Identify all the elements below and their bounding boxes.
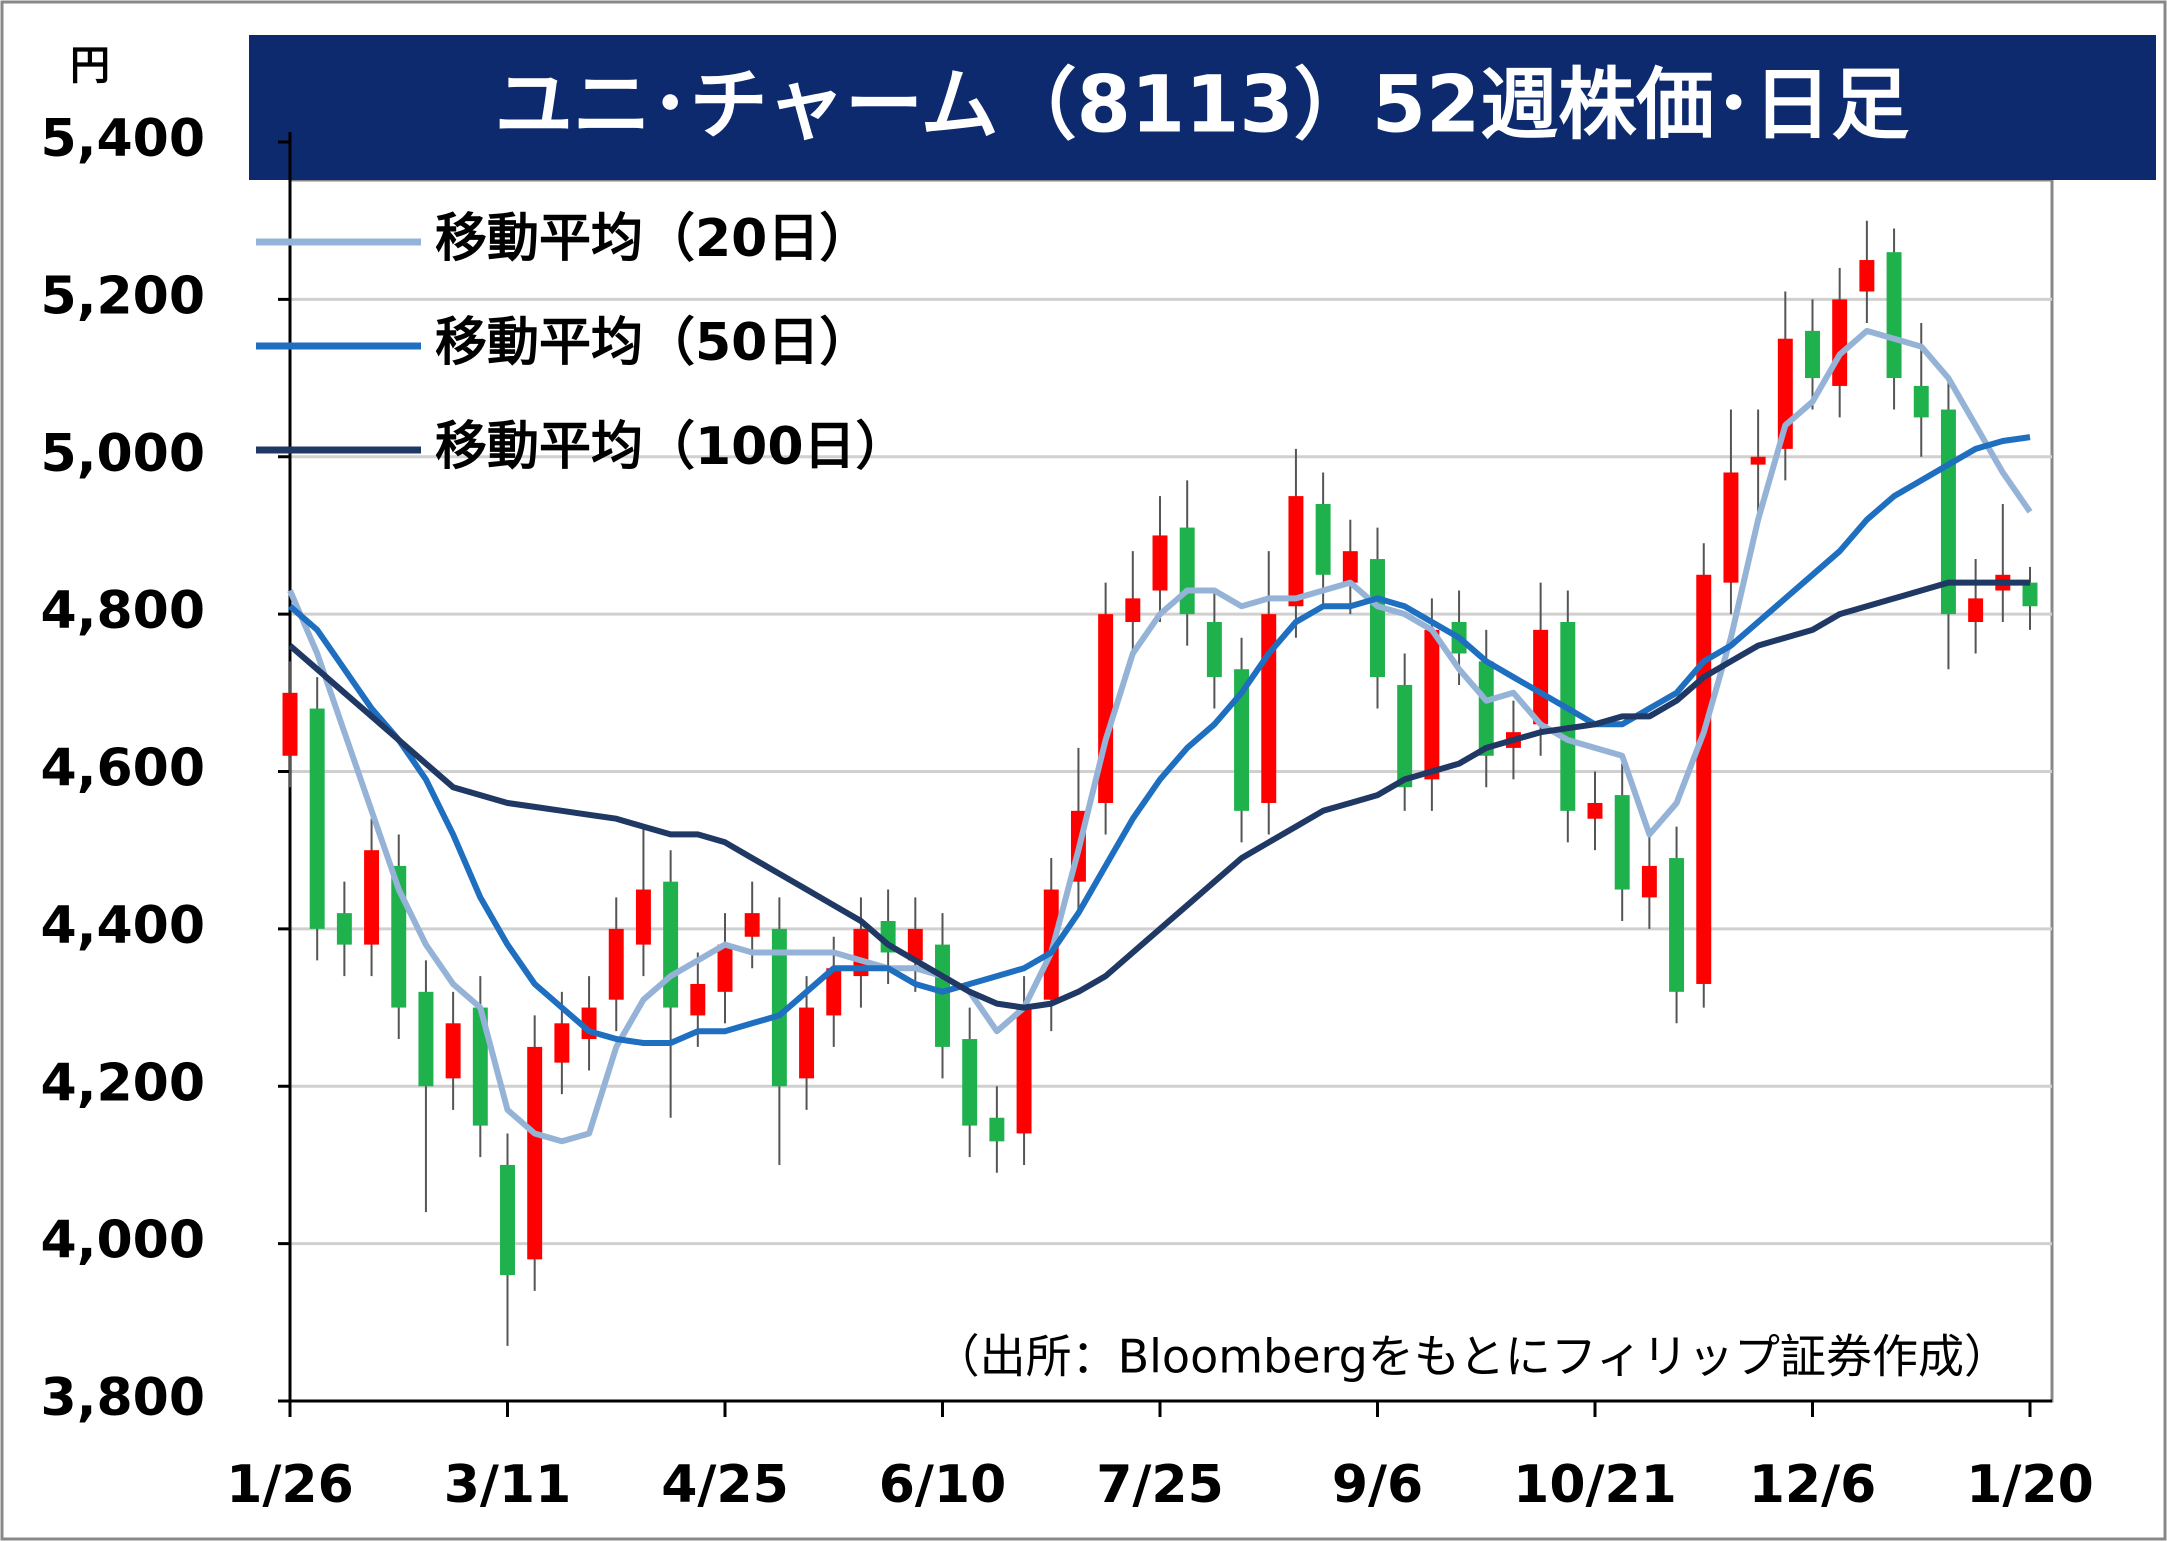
candle-body [364, 850, 380, 945]
candle-body [309, 708, 325, 929]
candle-body [608, 928, 624, 1000]
candle-body [907, 928, 923, 961]
y-tick-label: 5,400 [41, 109, 205, 169]
candle-body [1288, 496, 1304, 607]
candle-body [1750, 456, 1766, 465]
candle-body [472, 1007, 488, 1126]
candle-body [1342, 551, 1358, 583]
x-tick-label: 12/6 [1749, 1455, 1877, 1515]
candle-body [1098, 614, 1114, 803]
y-tick-label: 4,400 [41, 896, 205, 956]
candle-body [1397, 684, 1413, 788]
x-tick-label: 7/25 [1096, 1455, 1224, 1515]
title-box [249, 35, 2156, 180]
x-tick-label: 3/11 [444, 1455, 572, 1515]
candle-body [500, 1164, 515, 1276]
candle-body [282, 692, 298, 756]
candle-body [663, 881, 679, 1008]
candle-body [826, 968, 842, 1016]
candle-body [336, 913, 352, 945]
y-tick-label: 4,000 [41, 1211, 205, 1271]
candle-body [1424, 629, 1440, 780]
candle-body [1913, 385, 1929, 418]
x-tick-label: 1/20 [1966, 1455, 2094, 1515]
candle-body [1261, 614, 1277, 803]
y-unit: 円 [70, 43, 110, 89]
candle-body [1641, 865, 1657, 898]
legend-label: 移動平均（100日） [435, 417, 908, 477]
candle-body [1696, 574, 1712, 984]
candle-body [1859, 260, 1875, 292]
candle-body [527, 1046, 543, 1260]
candle-body [1152, 535, 1168, 591]
candle-body [799, 1007, 815, 1079]
y-tick-label: 3,800 [41, 1368, 205, 1428]
candle-body [1669, 858, 1685, 992]
x-tick-label: 10/21 [1513, 1455, 1677, 1515]
candle-body [635, 889, 651, 945]
candle-body [1315, 503, 1331, 575]
y-tick-label: 5,000 [41, 424, 205, 484]
y-tick-label: 4,600 [41, 739, 205, 799]
moving-average-line [288, 434, 2031, 1046]
candle-body [744, 913, 760, 937]
candle-body [1533, 629, 1549, 725]
chart-title: ユニ･チャーム（8113）52週株価･日足 [495, 60, 1910, 150]
x-tick-label: 6/10 [879, 1455, 1007, 1515]
candle-body [445, 1023, 461, 1079]
y-tick-label: 5,200 [41, 266, 205, 326]
y-tick-label: 4,200 [41, 1053, 205, 1113]
candle-body [1016, 1007, 1032, 1134]
candle-body [1206, 621, 1222, 678]
candle-body [1587, 802, 1603, 819]
candle-body [1478, 661, 1494, 756]
candle-body [1886, 252, 1902, 379]
candle-body [1370, 559, 1385, 678]
candle-body [1832, 299, 1848, 386]
candle-body [1614, 795, 1630, 890]
x-tick-label: 9/6 [1332, 1455, 1423, 1515]
candle-body [1234, 669, 1250, 811]
candle-body [1968, 598, 1984, 622]
moving-average-line [288, 579, 2030, 1011]
candle-body [2022, 582, 2038, 607]
x-tick-label: 1/26 [226, 1455, 354, 1515]
x-tick-label: 4/25 [661, 1455, 789, 1515]
candle-body [1723, 472, 1739, 583]
candle-body [418, 991, 434, 1087]
y-tick-label: 4,800 [41, 581, 205, 641]
candle-body [1125, 598, 1141, 622]
candle-body [690, 983, 706, 1016]
legend-label: 移動平均（50日） [435, 313, 871, 373]
candle-body [771, 928, 787, 1087]
candle-body [717, 944, 733, 992]
candle-body [1179, 527, 1195, 615]
source-note: （出所：Bloombergをもとにフィリップ証券作成） [934, 1330, 2010, 1384]
candle-body [1805, 330, 1820, 379]
candle-body [989, 1117, 1005, 1142]
candle-body [935, 944, 950, 1047]
candle-body [1560, 621, 1576, 811]
candle-body [962, 1039, 978, 1126]
moving-average-line [287, 327, 2033, 1145]
candle-body [554, 1023, 570, 1063]
legend-label: 移動平均（20日） [435, 209, 871, 269]
